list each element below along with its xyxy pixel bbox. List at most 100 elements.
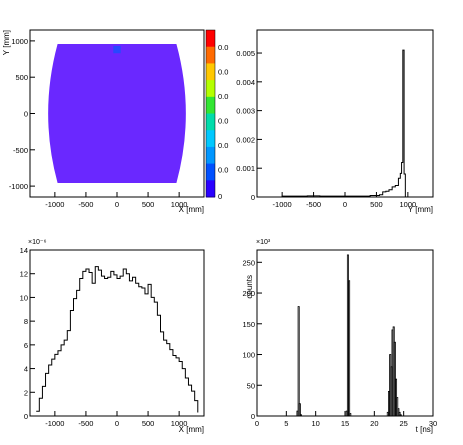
colorbar-segment	[206, 96, 215, 114]
time-histogram-bar	[399, 414, 402, 417]
x-profile-y-tick-label: 4	[24, 365, 28, 374]
time-histogram-y-axis-label: counts	[245, 275, 254, 299]
y-profile-x-tick-label: -1000	[273, 200, 292, 209]
x-profile-y-tick-label: 2	[24, 388, 28, 397]
colorbar-segment	[206, 113, 215, 131]
time-histogram-x-tick-label: 10	[311, 419, 319, 428]
time-histogram-panel: 0 5 10 15 20 25 30 0 50 100 150 200 250 ×10³ t [ns]…	[242, 239, 437, 434]
y-profile-y-tick-label: 0.005	[236, 49, 255, 58]
colorbar-segment	[206, 130, 215, 148]
x-profile-x-tick-label: 1000	[171, 419, 188, 428]
x-profile-x-ticks: -1000 -500 0 500 1000	[45, 411, 187, 428]
y-profile-x-axis-label: Y [mm]	[408, 205, 433, 214]
x-profile-y-tick-label: 6	[24, 341, 28, 350]
x-profile-panel: -1000 -500 0 500 1000 0 2 4 6 8 10 12 14 ×10⁻⁶ X [m…	[20, 239, 205, 434]
y-profile-x-tick-label: -500	[306, 200, 321, 209]
colorbar-tick-label: 0.0	[218, 92, 228, 101]
y-profile-panel: -1000 -500 0 500 1000 0 0.001 0.002 0.003 0.004 0…	[236, 29, 434, 214]
colorbar-segment	[206, 63, 215, 81]
y-profile-y-tick-label: 0.003	[236, 107, 255, 116]
y-profile-y-tick-label: 0.002	[236, 135, 255, 144]
colorbar-segment	[206, 163, 215, 181]
y-profile-frame	[256, 29, 434, 198]
colorbar-tick-label: 0.0	[218, 68, 228, 77]
x-profile-y-tick-label: 12	[20, 270, 28, 279]
heatmap-x-tick-label: 0	[115, 200, 119, 209]
time-histogram-bar	[298, 403, 301, 417]
colorbar: 0 0.0 0.0 0.0 0.0 0.0 0.0	[205, 29, 228, 201]
y-profile-x-tick-label: 0	[343, 200, 347, 209]
x-profile-x-tick-label: -500	[78, 419, 93, 428]
heatmap-shape	[48, 44, 186, 183]
time-histogram-bar	[300, 414, 302, 417]
y-profile-x-ticks: -1000 -500 0 500 1000	[273, 192, 417, 209]
colorbar-segment	[206, 146, 215, 165]
x-profile-series	[36, 266, 199, 413]
heatmap-y-tick-label: 0	[24, 110, 28, 119]
y-profile-x-tick-label: 1000	[400, 200, 417, 209]
heatmap-y-tick-label: 500	[15, 73, 28, 82]
time-histogram-bar	[396, 397, 399, 417]
colorbar-tick-label: 0.0	[218, 117, 228, 126]
time-histogram-x-tick-label: 20	[370, 419, 378, 428]
y-profile-y-tick-label: 0.004	[236, 78, 255, 87]
colorbar-frame	[205, 29, 216, 198]
time-histogram-x-tick-label: 5	[284, 419, 288, 428]
time-histogram-x-axis-label: t [ns]	[416, 425, 433, 434]
time-histogram-y-tick-label: 100	[242, 351, 255, 360]
heatmap-x-tick-label: 500	[142, 200, 155, 209]
x-profile-x-tick-label: -1000	[45, 419, 64, 428]
colorbar-segment	[206, 180, 215, 198]
time-histogram-bar	[297, 306, 300, 417]
colorbar-segment	[206, 80, 215, 98]
time-histogram-bar	[349, 413, 352, 417]
heatmap-panel: 0 0.0 0.0 0.0 0.0 0.0 0.0 -1000 -500 0 500 1000 -1…	[2, 29, 228, 214]
colorbar-tick-label: 0.0	[218, 141, 228, 150]
time-histogram-y-ticks: 0 50 100 150 200 250	[242, 258, 262, 421]
time-histogram-x-tick-label: 0	[255, 419, 259, 428]
x-profile-x-axis-label: X [mm]	[179, 425, 204, 434]
time-histogram-bar	[348, 280, 351, 417]
y-profile-x-tick-label: 500	[370, 200, 383, 209]
colorbar-tick-label: 0.0	[218, 43, 228, 52]
colorbar-segment	[206, 30, 215, 48]
x-profile-exponent-label: ×10⁻⁶	[28, 239, 47, 246]
time-histogram-bars	[296, 254, 402, 417]
heatmap-y-ticks: -1000 -500 0 500 1000	[9, 37, 35, 191]
heatmap-detector-region	[48, 44, 186, 183]
time-histogram-frame	[256, 249, 434, 417]
colorbar-tick-label: 0	[218, 192, 222, 201]
time-histogram-exponent-label: ×10³	[256, 239, 271, 246]
heatmap-y-tick-label: -1000	[9, 182, 28, 191]
x-profile-y-tick-label: 10	[20, 293, 28, 302]
heatmap-y-axis-label: Y [mm]	[2, 30, 11, 55]
time-histogram-y-tick-label: 0	[251, 412, 255, 421]
heatmap-y-tick-label: 1000	[11, 37, 28, 46]
time-histogram-x-tick-label: 15	[341, 419, 349, 428]
heatmap-hotspot	[113, 45, 121, 54]
x-profile-y-ticks: 0 2 4 6 8 10 12 14	[20, 246, 35, 421]
heatmap-x-tick-label: -1000	[45, 200, 64, 209]
time-histogram-x-tick-label: 25	[399, 419, 407, 428]
time-histogram-y-tick-label: 150	[242, 320, 255, 329]
heatmap-x-tick-label: -500	[78, 200, 93, 209]
heatmap-y-tick-label: -500	[13, 146, 28, 155]
heatmap-x-tick-label: 1000	[171, 200, 188, 209]
time-histogram-bar	[398, 411, 401, 417]
time-histogram-x-tick-label: 30	[429, 419, 437, 428]
x-profile-y-tick-label: 14	[20, 246, 28, 255]
y-profile-y-tick-label: 0.001	[236, 164, 255, 173]
y-profile-series	[266, 49, 406, 198]
x-profile-x-tick-label: 500	[142, 419, 155, 428]
time-histogram-y-tick-label: 250	[242, 258, 255, 267]
time-histogram-y-tick-label: 200	[242, 289, 255, 298]
colorbar-tick-label: 0.0	[218, 166, 228, 175]
x-profile-y-tick-label: 8	[24, 317, 28, 326]
colorbar-segment	[206, 46, 215, 64]
time-histogram-x-ticks: 0 5 10 15 20 25 30	[255, 411, 437, 428]
heatmap-x-axis-label: X [mm]	[179, 205, 204, 214]
heatmap-x-ticks: -1000 -500 0 500 1000	[45, 192, 187, 209]
x-profile-y-tick-label: 0	[24, 412, 28, 421]
x-profile-x-tick-label: 0	[115, 419, 119, 428]
